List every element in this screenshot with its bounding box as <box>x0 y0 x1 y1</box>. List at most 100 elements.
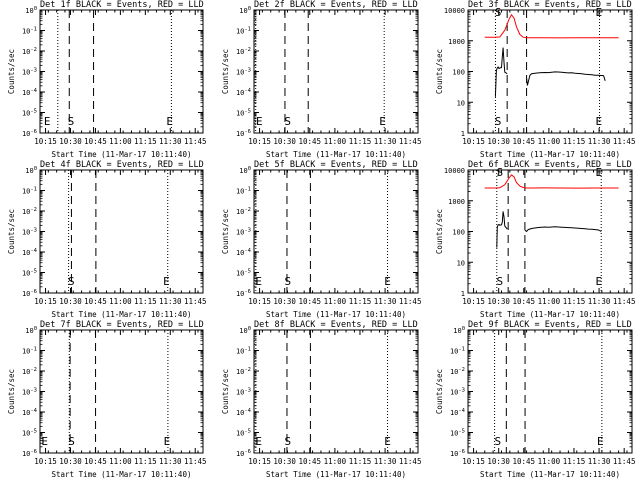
x-tick-label: 11:30 <box>588 457 611 466</box>
x-tick-label: 11:45 <box>399 297 422 306</box>
x-tick-label: 11:15 <box>563 297 586 306</box>
end-marker: E <box>379 115 386 128</box>
x-tick-label: 11:45 <box>613 457 636 466</box>
start-marker: S <box>284 275 291 288</box>
end-marker: E <box>255 275 262 288</box>
x-tick-label: 11:30 <box>588 297 611 306</box>
y-tick-label: 100 <box>25 166 37 175</box>
x-tick-label: 11:15 <box>349 297 372 306</box>
end-marker: E <box>44 115 51 128</box>
y-tick-label: 10-5 <box>22 269 37 278</box>
y-tick-label: 10-1 <box>236 187 251 196</box>
y-axis-label: Counts/sec <box>7 209 16 254</box>
y-tick-label: 10-2 <box>22 47 37 56</box>
end-marker: E <box>384 435 391 448</box>
y-tick-label: 10-3 <box>236 68 251 77</box>
y-tick-label: 1 <box>461 130 465 138</box>
x-tick-label: 11:45 <box>399 137 422 146</box>
panel-title: Det 7f BLACK = Events, RED = LLD <box>40 320 204 330</box>
x-tick-label: 11:00 <box>538 457 561 466</box>
y-tick-label: 10-2 <box>236 367 251 376</box>
x-tick-label: 10:30 <box>59 297 82 306</box>
panel-title: Det 9f BLACK = Events, RED = LLD <box>468 320 632 330</box>
y-tick-label: 10-2 <box>22 367 37 376</box>
x-tick-label: 10:15 <box>34 297 57 306</box>
start-marker: S <box>284 115 291 128</box>
x-tick-label: 10:15 <box>462 137 485 146</box>
x-tick-label: 11:00 <box>538 297 561 306</box>
end-marker: E <box>256 115 263 128</box>
start-marker: S <box>68 435 75 448</box>
x-tick-label: 11:45 <box>399 457 422 466</box>
y-tick-label: 10-1 <box>22 187 37 196</box>
event-rate-line <box>496 211 508 248</box>
x-tick-label: 10:15 <box>462 457 485 466</box>
x-tick-label: 11:00 <box>324 137 347 146</box>
x-tick-label: 11:15 <box>563 457 586 466</box>
y-tick-label: 100 <box>452 69 465 77</box>
x-tick-label: 11:30 <box>374 457 397 466</box>
plot-frame <box>39 169 204 294</box>
y-axis-label: Counts/sec <box>435 49 444 94</box>
y-tick-label: 10-6 <box>236 129 251 138</box>
x-tick-label: 10:15 <box>34 137 57 146</box>
y-axis-label: Counts/sec <box>7 49 16 94</box>
x-tick-label: 11:45 <box>184 457 207 466</box>
x-tick-label: 10:45 <box>512 457 535 466</box>
x-tick-label: 11:30 <box>374 137 397 146</box>
y-tick-label: 10-6 <box>22 289 37 298</box>
y-tick-label: 10-4 <box>450 408 466 417</box>
end-marker: E <box>596 275 603 288</box>
x-tick-label: 10:30 <box>487 457 510 466</box>
x-tick-label: 11:45 <box>184 297 207 306</box>
y-tick-label: 10 <box>457 259 465 267</box>
x-tick-label: 11:15 <box>134 137 157 146</box>
x-tick-label: 11:45 <box>184 137 207 146</box>
x-tick-label: 10:30 <box>59 457 82 466</box>
x-tick-label: 10:30 <box>273 297 296 306</box>
x-tick-label: 11:00 <box>109 137 132 146</box>
panel-title: Det 4f BLACK = Events, RED = LLD <box>40 160 204 170</box>
x-tick-label: 10:30 <box>273 137 296 146</box>
y-tick-label: 10-5 <box>22 109 37 118</box>
x-tick-label: 10:30 <box>59 137 82 146</box>
y-tick-label: 10-3 <box>236 228 251 237</box>
panel-det-5: Det 5f BLACK = Events, RED = LLD Counts/s… <box>221 160 421 319</box>
x-tick-label: 11:00 <box>324 457 347 466</box>
y-tick-label: 10-1 <box>450 347 465 356</box>
panel-det-9: Det 9f BLACK = Events, RED = LLD Counts/s… <box>435 320 635 479</box>
y-tick-label: 10-2 <box>450 367 465 376</box>
start-marker: S <box>68 275 75 288</box>
plot-frame <box>39 329 204 454</box>
y-tick-label: 1000 <box>448 198 465 206</box>
plot-frame <box>253 9 419 134</box>
x-tick-label: 10:15 <box>248 457 271 466</box>
x-tick-label: 10:30 <box>487 137 510 146</box>
x-tick-label: 11:00 <box>538 137 561 146</box>
panel-det-2: Det 2f BLACK = Events, RED = LLD Counts/s… <box>221 0 421 159</box>
panel-det-8: Det 8f BLACK = Events, RED = LLD Counts/s… <box>221 320 421 479</box>
x-tick-label: 11:30 <box>374 297 397 306</box>
y-tick-label: 10-2 <box>22 207 37 216</box>
y-tick-label: 100 <box>453 326 465 335</box>
y-tick-label: 10-1 <box>236 347 251 356</box>
start-marker-top: S <box>496 166 503 179</box>
y-tick-label: 10-6 <box>236 289 251 298</box>
x-axis-label: Start Time (11-Mar-17 10:11:40) <box>266 310 406 319</box>
start-marker-top: S <box>495 6 502 19</box>
y-tick-label: 10000 <box>444 7 465 15</box>
y-tick-label: 10-3 <box>450 388 465 397</box>
y-tick-label: 10-1 <box>236 27 251 36</box>
start-marker: S <box>494 435 501 448</box>
plot-frame <box>253 329 419 454</box>
y-tick-label: 100 <box>239 166 251 175</box>
end-marker: E <box>384 275 391 288</box>
x-tick-label: 11:00 <box>109 457 132 466</box>
y-tick-label: 10000 <box>444 167 465 175</box>
y-axis-label: Counts/sec <box>7 369 16 414</box>
y-tick-label: 10-3 <box>22 228 37 237</box>
y-tick-label: 10-6 <box>22 129 37 138</box>
panel-det-4: Det 4f BLACK = Events, RED = LLD Counts/s… <box>7 160 207 319</box>
x-tick-label: 11:00 <box>109 297 132 306</box>
